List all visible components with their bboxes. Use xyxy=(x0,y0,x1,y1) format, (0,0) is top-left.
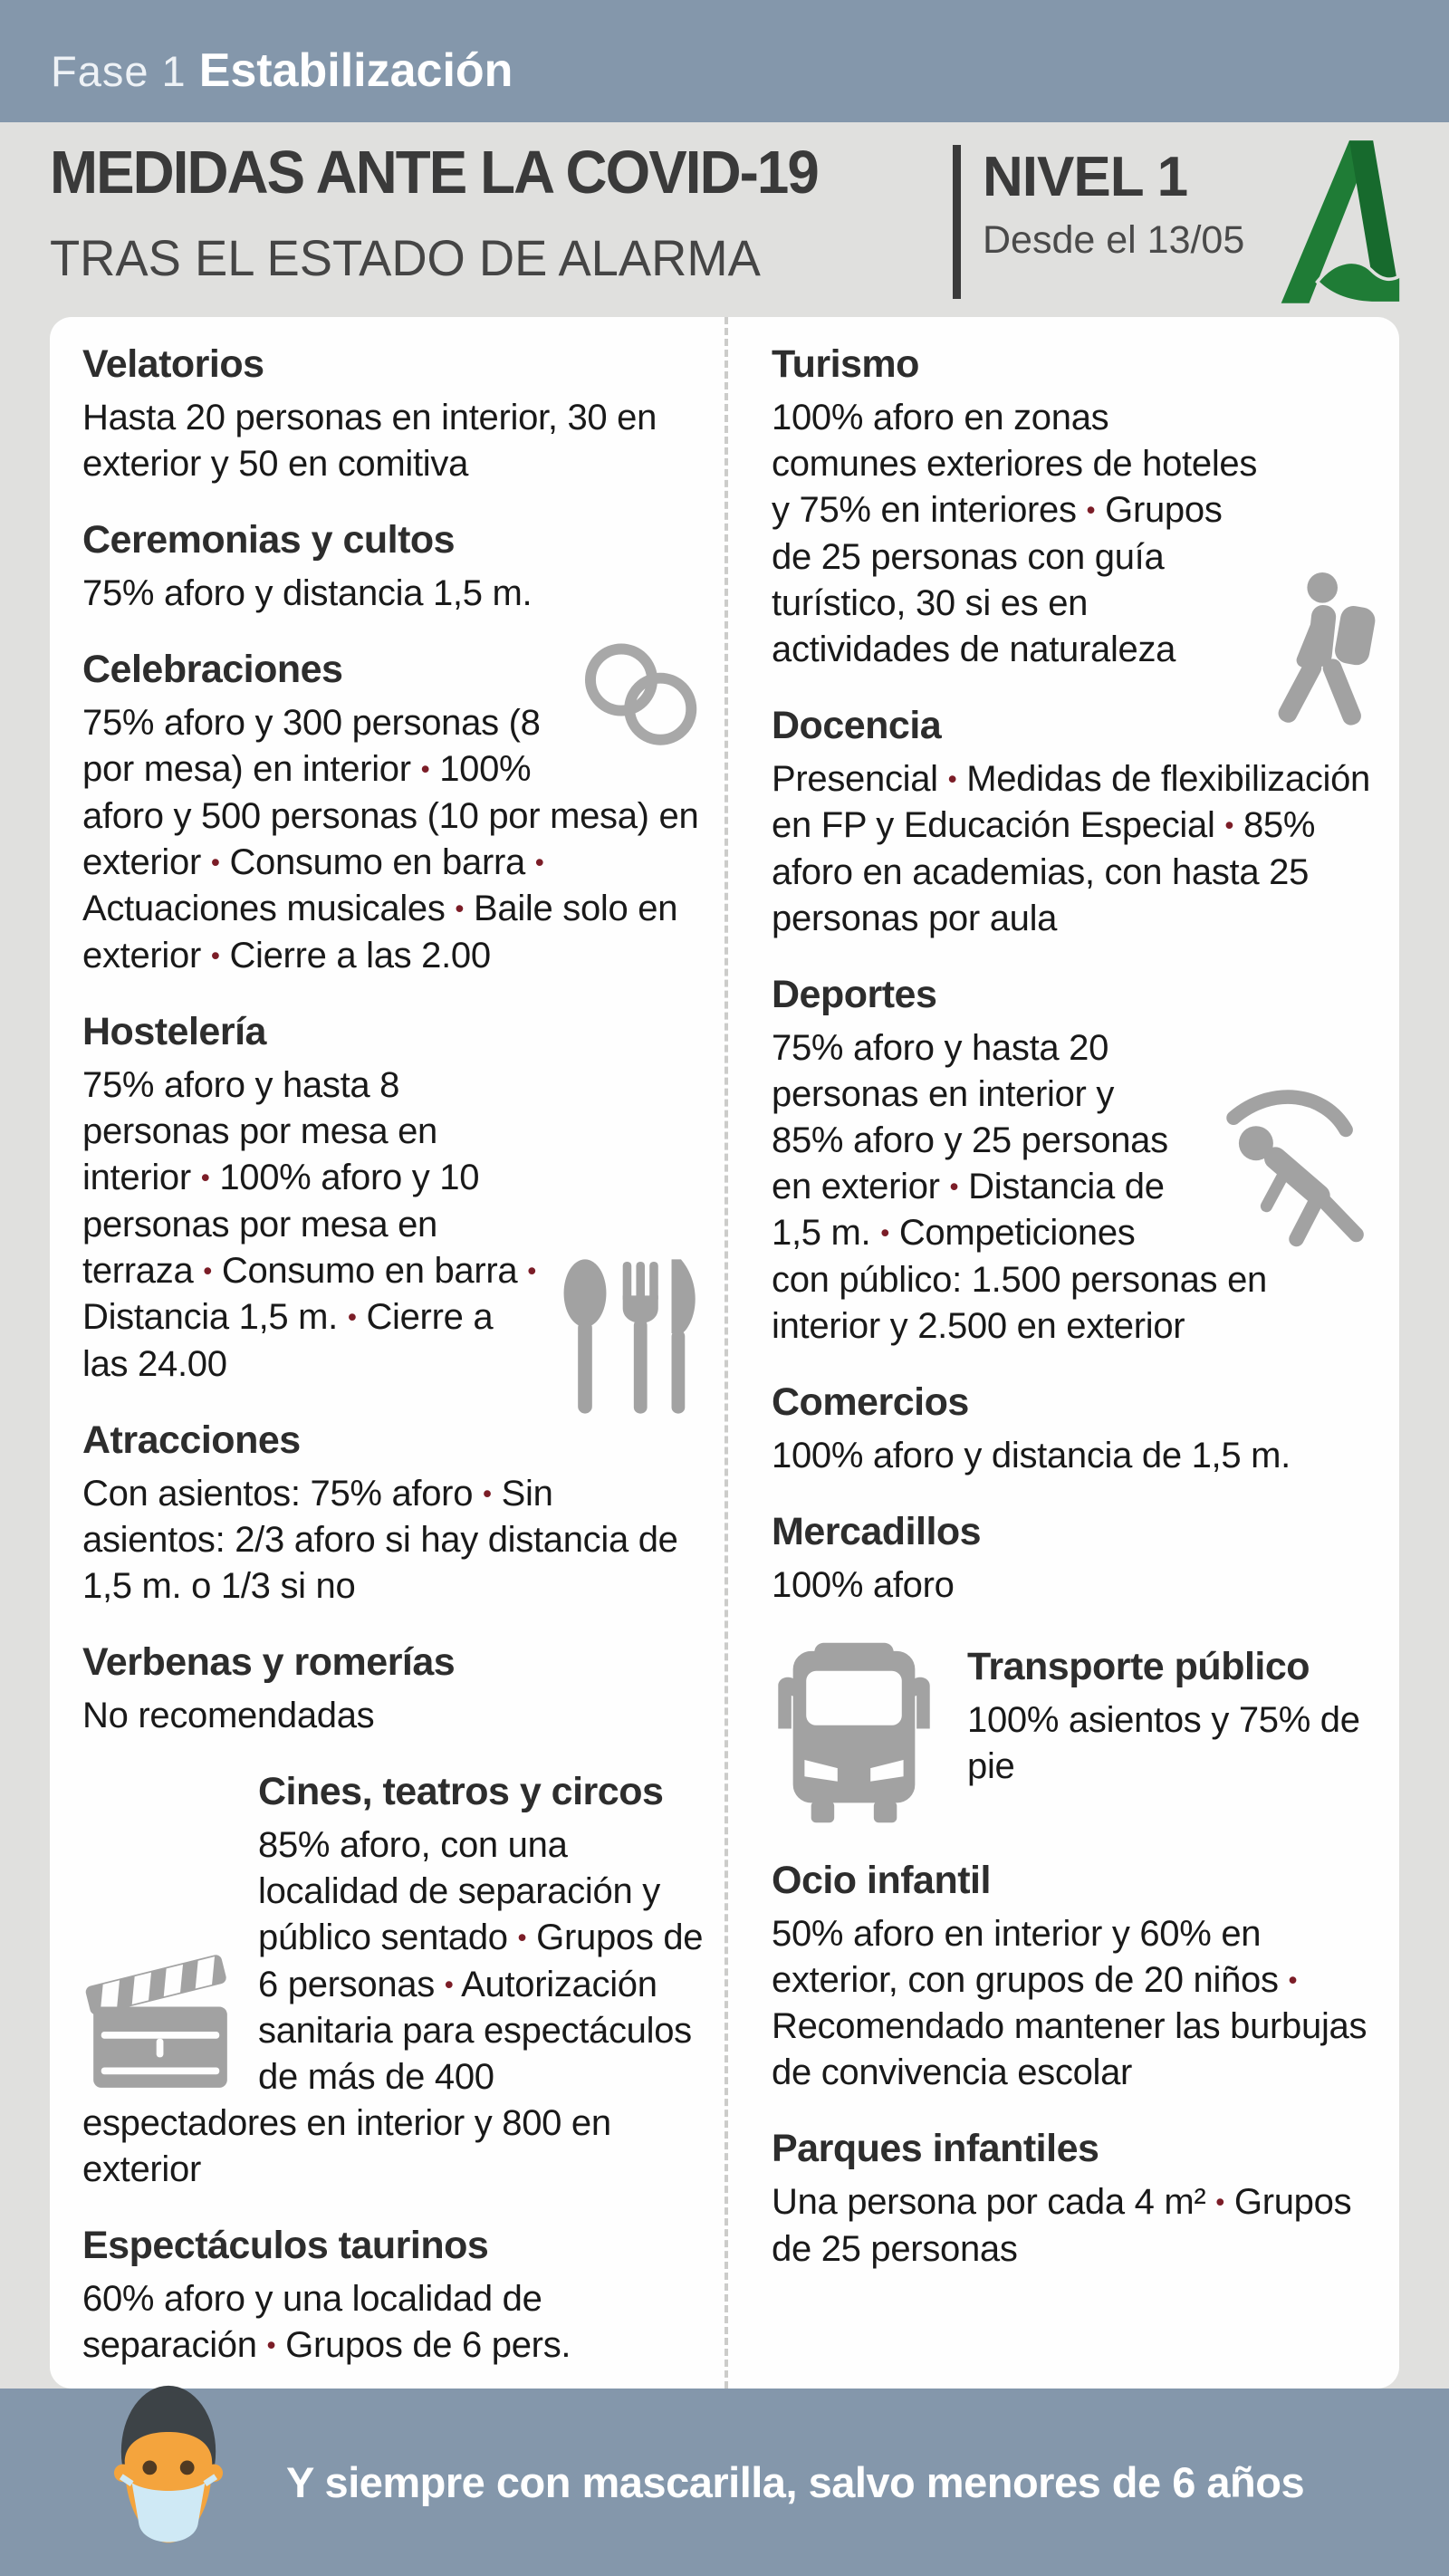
section-deportes: Deportes 75% aforo y hasta 20 personas e… xyxy=(772,971,1385,1350)
clapperboard-icon xyxy=(82,1949,238,2092)
section-comercios: Comercios 100% aforo y distancia de 1,5 … xyxy=(772,1379,1385,1479)
section-body: 85% aforo, con una localidad de separaci… xyxy=(82,1825,704,2190)
measures-card: Velatorios Hasta 20 personas en interior… xyxy=(50,317,1399,2389)
phase-label: Fase 1 xyxy=(51,47,187,95)
section-title: Ocio infantil xyxy=(772,1858,991,1902)
since-date: Desde el 13/05 xyxy=(983,218,1245,262)
section-body: Una persona por cada 4 m² • Grupos de 25… xyxy=(772,2182,1352,2269)
phase-name: Estabilización xyxy=(198,44,513,97)
section-body: 75% aforo y 300 personas (8 por mesa) en… xyxy=(82,703,699,976)
section-title: Ceremonias y cultos xyxy=(82,518,456,562)
wedding-rings-icon xyxy=(580,642,705,749)
right-column: Turismo 100% aforo en zonas comunes exte… xyxy=(724,317,1399,2389)
level-block: NIVEL 1 Desde el 13/05 xyxy=(953,145,1244,299)
section-hosteleria: Hostelería 75% aforo y hasta 8 personas … xyxy=(82,1008,705,1414)
section-cines: Cines, teatros y circos 85% aforo, con u… xyxy=(82,1768,705,2193)
level-label: NIVEL 1 xyxy=(983,146,1188,208)
section-body: 100% aforo y distancia de 1,5 m. xyxy=(772,1435,1291,1475)
footer-message: Y siempre con mascarilla, salvo menores … xyxy=(286,2458,1305,2506)
page-title: MEDIDAS ANTE LA COVID-19 xyxy=(50,139,820,207)
section-ocio-infantil: Ocio infantil 50% aforo en interior y 60… xyxy=(772,1857,1385,2097)
section-body: 100% aforo xyxy=(772,1564,955,1605)
section-body: 60% aforo y una localidad de separación … xyxy=(82,2279,571,2366)
masked-face-icon xyxy=(110,2366,226,2558)
section-title: Comercios xyxy=(772,1379,969,1424)
section-title: Transporte público xyxy=(967,1644,1310,1688)
section-title: Docencia xyxy=(772,703,942,747)
section-parques: Parques infantiles Una persona por cada … xyxy=(772,2125,1385,2273)
section-title: Espectáculos taurinos xyxy=(82,2224,489,2268)
section-velatorios: Velatorios Hasta 20 personas en interior… xyxy=(82,341,705,487)
junta-andalucia-logo-icon xyxy=(1270,132,1401,312)
section-body: Con asientos: 75% aforo • Sin asientos: … xyxy=(82,1473,678,1607)
section-docencia: Docencia Presencial • Medidas de flexibi… xyxy=(772,702,1385,942)
section-body: 100% asientos y 75% de pie xyxy=(967,1699,1360,1786)
section-title: Turismo xyxy=(772,342,919,386)
hiker-icon xyxy=(1276,569,1385,735)
phase-banner: Fase 1 Estabilización xyxy=(51,43,513,98)
cutlery-icon xyxy=(555,1248,705,1418)
section-body: 75% aforo y hasta 20 personas en interio… xyxy=(772,1027,1267,1346)
section-turismo: Turismo 100% aforo en zonas comunes exte… xyxy=(772,341,1385,726)
section-body: 50% aforo en interior y 60% en exterior,… xyxy=(772,1913,1367,2093)
section-title: Mercadillos xyxy=(772,1509,982,1553)
section-title: Velatorios xyxy=(82,342,264,386)
section-title: Verbenas y romerías xyxy=(82,1640,456,1685)
section-body: 75% aforo y hasta 8 personas por mesa en… xyxy=(82,1065,536,1384)
section-celebraciones: Celebraciones 75% aforo y 300 personas (… xyxy=(82,643,705,979)
page-subtitle: TRAS EL ESTADO DE ALARMA xyxy=(50,229,761,286)
section-body: Hasta 20 personas en interior, 30 en ext… xyxy=(82,398,657,484)
section-title: Deportes xyxy=(772,972,937,1016)
section-title: Parques infantiles xyxy=(772,2127,1099,2171)
section-verbenas: Verbenas y romerías No recomendadas xyxy=(82,1639,705,1739)
section-body: No recomendadas xyxy=(82,1696,375,1736)
section-title: Atracciones xyxy=(82,1418,301,1462)
left-column: Velatorios Hasta 20 personas en interior… xyxy=(50,317,724,2389)
section-body: 100% aforo en zonas comunes exteriores d… xyxy=(772,398,1258,669)
exercise-person-icon xyxy=(1213,1075,1385,1256)
section-transporte: Transporte público 100% asientos y 75% d… xyxy=(772,1638,1385,1828)
section-body: Presencial • Medidas de flexibilización … xyxy=(772,758,1370,938)
section-taurinos: Espectáculos taurinos 60% aforo y una lo… xyxy=(82,2222,705,2369)
bus-icon xyxy=(772,1638,936,1828)
section-title: Cines, teatros y circos xyxy=(258,1770,664,1814)
section-title: Celebraciones xyxy=(82,648,343,691)
footer-banner: Y siempre con mascarilla, salvo menores … xyxy=(0,2385,1449,2576)
section-title: Hostelería xyxy=(82,1010,266,1054)
section-body: 75% aforo y distancia 1,5 m. xyxy=(82,573,533,613)
section-atracciones: Atracciones Con asientos: 75% aforo • Si… xyxy=(82,1417,705,1610)
section-ceremonias: Ceremonias y cultos 75% aforo y distanci… xyxy=(82,516,705,617)
section-mercadillos: Mercadillos 100% aforo xyxy=(772,1508,1385,1609)
